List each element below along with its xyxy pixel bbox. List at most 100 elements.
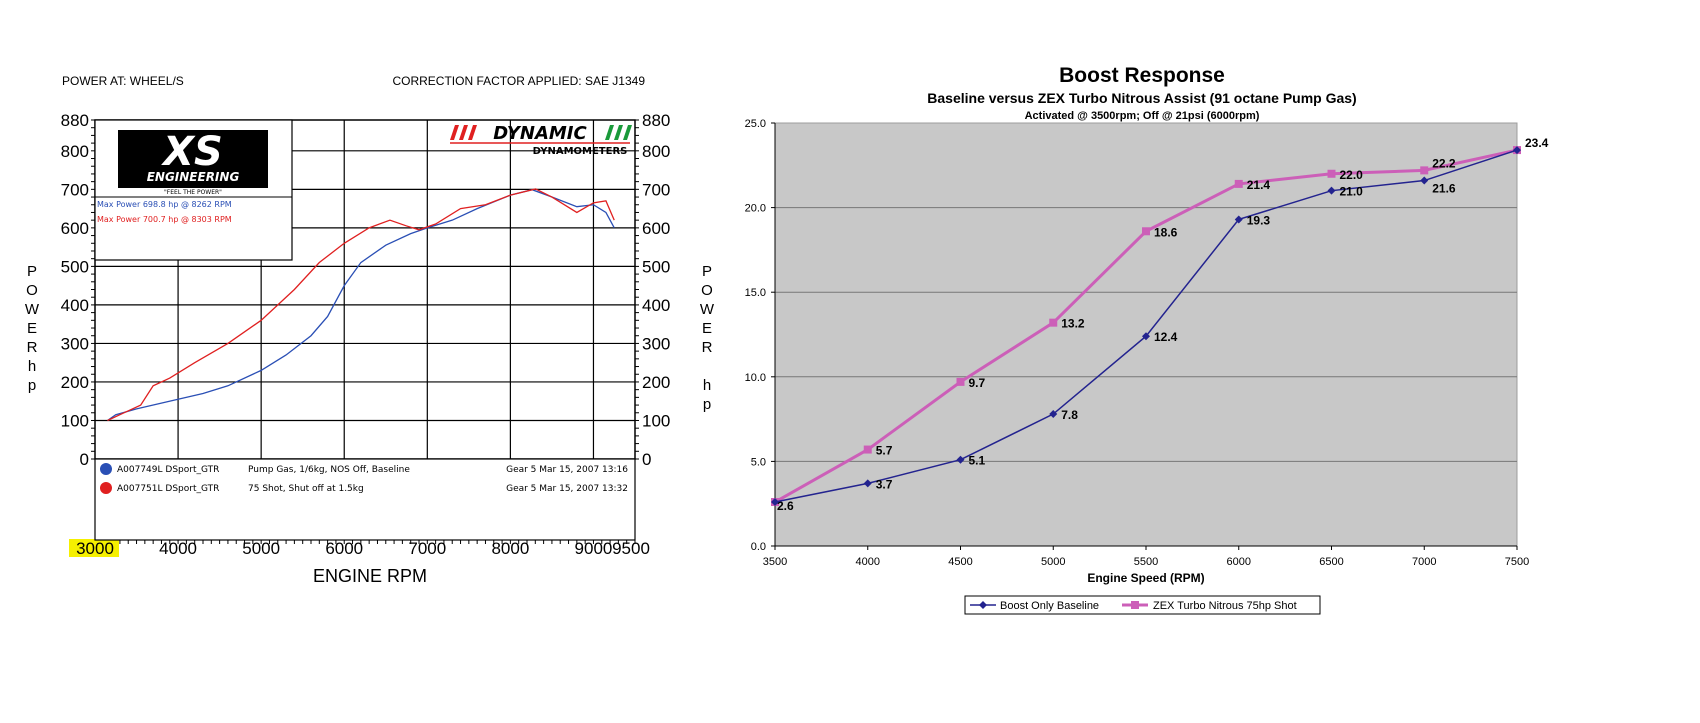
left-y-tick-label: 800 <box>61 142 89 161</box>
boost-y-tick-label: 10.0 <box>745 372 766 384</box>
right-x-axis-label: Engine Speed (RPM) <box>1087 571 1204 585</box>
boost-marker-square <box>1142 227 1150 236</box>
boost-y-tick-label: 20.0 <box>745 203 766 215</box>
left-x-tick-label: 9000 <box>575 539 613 558</box>
legend-marker-diamond <box>979 601 987 609</box>
left-y-tick-label: 100 <box>61 411 89 430</box>
left-y2-tick-label: 400 <box>642 296 670 315</box>
xs-logo-tagline: "FEEL THE POWER" <box>164 189 222 196</box>
dynamic-logo-stripe <box>614 125 623 140</box>
boost-marker-diamond <box>1234 215 1243 224</box>
left-y2-tick-label: 200 <box>642 373 670 392</box>
dynamic-logo-text: DYNAMIC <box>493 123 587 144</box>
boost-data-label: 19.3 <box>1247 213 1271 227</box>
dynamic-logo-stripe <box>468 125 477 140</box>
xs-logo-text: XS <box>160 129 223 175</box>
left-y-axis-label: POWER hp <box>24 263 40 394</box>
right-chart-subtitle2: Activated @ 3500rpm; Off @ 21psi (6000rp… <box>1025 110 1260 122</box>
right-y-axis-label-letter: P <box>702 263 712 280</box>
right-y-axis-label-letter: W <box>700 301 715 318</box>
left-header-correction: CORRECTION FACTOR APPLIED: SAE J1349 <box>392 74 645 88</box>
left-y2-tick-label: 300 <box>642 334 670 353</box>
xs-logo-background <box>118 130 268 188</box>
boost-data-label: 2.6 <box>777 499 794 513</box>
left-x-tick-label: 7000 <box>408 539 446 558</box>
boost-marker-diamond <box>771 498 779 507</box>
left-y-tick-label: 600 <box>61 219 89 238</box>
tick-highlight <box>69 539 119 557</box>
boost-marker-square <box>863 445 872 454</box>
legend-label-zex: ZEX Turbo Nitrous 75hp Shot <box>1153 600 1297 612</box>
max-power-annotation: Max Power 698.8 hp @ 8262 RPM <box>97 200 232 209</box>
boost-x-tick-label: 7000 <box>1412 556 1436 568</box>
boost-data-label: 23.4 <box>1525 136 1549 150</box>
left-y-tick-label: 880 <box>61 111 89 130</box>
left-y-tick-label: 400 <box>61 296 89 315</box>
boost-marker-square <box>1327 169 1336 178</box>
left-x-tick-label: 5000 <box>242 539 280 558</box>
legend-run-date: Gear 5 Mar 15, 2007 13:16 <box>506 465 628 475</box>
boost-x-tick-label: 5500 <box>1134 556 1158 568</box>
boost-data-label: 3.7 <box>876 477 893 491</box>
left-x-axis-label: ENGINE RPM <box>313 566 427 586</box>
right-y-axis-label-letter: E <box>702 320 712 337</box>
left-y-tick-label: 300 <box>61 334 89 353</box>
boost-data-label: 5.1 <box>969 454 986 468</box>
left-header-power-at: POWER AT: WHEEL/S <box>62 74 184 88</box>
xs-logo-sub: ENGINEERING <box>147 170 240 184</box>
boost-data-label: 22.2 <box>1432 156 1456 170</box>
boost-y-tick-label: 5.0 <box>751 456 766 468</box>
legend-dot <box>100 482 112 494</box>
boost-data-label: 18.6 <box>1154 225 1178 239</box>
boost-x-tick-label: 5000 <box>1041 556 1065 568</box>
right-y-axis-label-letter: p <box>703 396 711 413</box>
left-y-tick-label: 700 <box>61 180 89 199</box>
boost-x-tick-label: 3500 <box>763 556 787 568</box>
boost-x-tick-label: 4500 <box>948 556 972 568</box>
left-y-tick-label: 200 <box>61 373 89 392</box>
legend-run-description: Pump Gas, 1/6kg, NOS Off, Baseline <box>248 465 410 475</box>
dynamic-logo-stripe <box>623 125 632 140</box>
boost-marker-diamond <box>863 479 872 488</box>
boost-y-tick-label: 25.0 <box>745 118 766 130</box>
dyno-series-line-red <box>107 188 615 422</box>
right-y-axis-label-letter: R <box>702 339 713 356</box>
dyno-legend-box <box>94 458 636 541</box>
boost-x-tick-label: 6000 <box>1227 556 1251 568</box>
left-y2-tick-label: 600 <box>642 219 670 238</box>
left-y2-tick-label: 700 <box>642 180 670 199</box>
boost-marker-diamond <box>1420 176 1429 185</box>
boost-data-label: 12.4 <box>1154 330 1178 344</box>
dyno-series-line-blue <box>107 189 615 422</box>
boost-marker-diamond <box>1327 186 1336 195</box>
legend-run-date: Gear 5 Mar 15, 2007 13:32 <box>506 484 628 494</box>
legend-dot <box>100 463 112 475</box>
left-y2-tick-label: 880 <box>642 111 670 130</box>
boost-marker-square <box>1420 166 1429 175</box>
left-x-tick-label: 8000 <box>491 539 529 558</box>
max-power-annotation: Max Power 700.7 hp @ 8303 RPM <box>97 215 232 224</box>
legend-label-baseline: Boost Only Baseline <box>1000 600 1099 612</box>
legend-run-name: A007749L DSport_GTR <box>117 465 219 475</box>
left-y2-tick-label: 100 <box>642 411 670 430</box>
boost-data-label: 21.6 <box>1432 182 1456 196</box>
left-y-tick-label: 0 <box>80 450 89 469</box>
boost-data-label: 13.2 <box>1061 317 1085 331</box>
boost-marker-square <box>1234 179 1243 188</box>
dynamic-logo-stripe <box>450 125 459 140</box>
boost-marker-square <box>956 377 965 386</box>
boost-y-tick-label: 0.0 <box>751 541 766 553</box>
legend-run-description: 75 Shot, Shut off at 1.5kg <box>248 484 364 494</box>
dynamic-logo-stripe <box>459 125 468 140</box>
left-y2-tick-label: 800 <box>642 142 670 161</box>
legend-marker-square <box>1131 601 1139 609</box>
boost-marker-square <box>1049 318 1058 327</box>
dynamic-logo-sub: DYNAMOMETERS <box>533 146 628 157</box>
boost-marker-diamond <box>956 455 965 464</box>
boost-marker-diamond <box>1049 410 1058 419</box>
left-x-tick-label: 4000 <box>159 539 197 558</box>
boost-y-tick-label: 15.0 <box>745 287 766 299</box>
boost-data-label: 22.0 <box>1340 168 1364 182</box>
right-y-axis-label-letter: h <box>703 377 711 394</box>
